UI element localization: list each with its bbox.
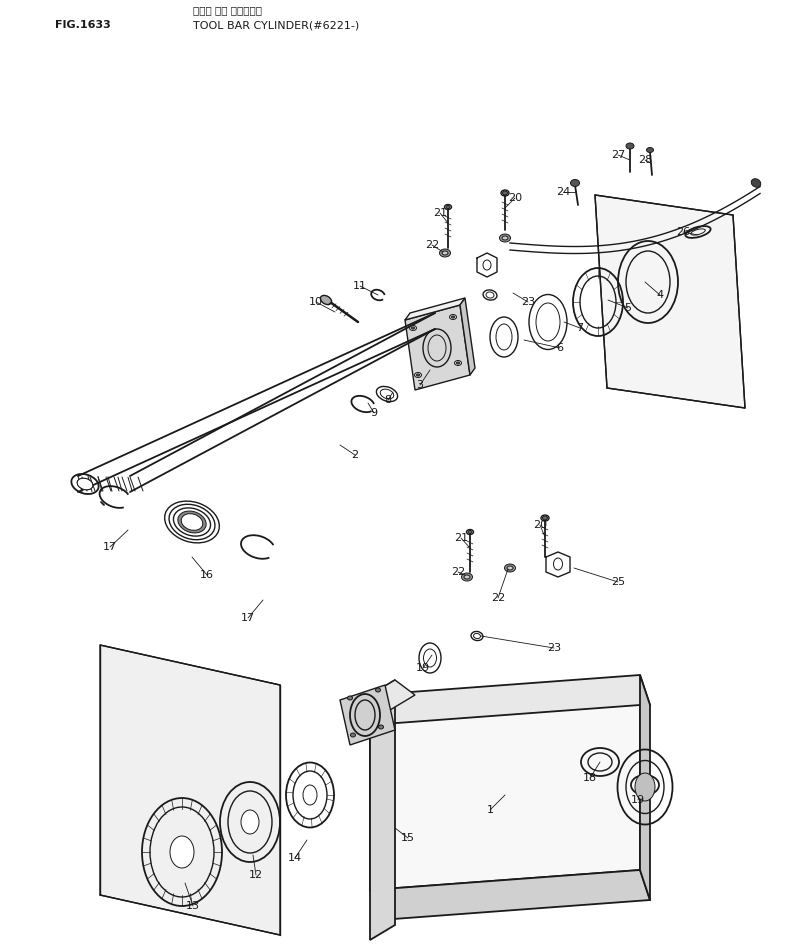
Ellipse shape bbox=[626, 143, 634, 149]
Text: 7: 7 bbox=[576, 323, 584, 333]
Text: 17: 17 bbox=[103, 542, 117, 552]
Ellipse shape bbox=[499, 234, 510, 242]
Text: 21: 21 bbox=[454, 533, 468, 543]
Text: 26: 26 bbox=[676, 227, 690, 237]
Text: 6: 6 bbox=[556, 343, 564, 353]
Text: 8: 8 bbox=[385, 395, 392, 405]
Text: 23: 23 bbox=[521, 297, 535, 307]
Ellipse shape bbox=[347, 696, 352, 700]
Text: 22: 22 bbox=[491, 593, 505, 603]
Ellipse shape bbox=[351, 733, 355, 737]
Text: 25: 25 bbox=[611, 577, 625, 587]
Text: FIG.1633: FIG.1633 bbox=[55, 20, 111, 30]
Ellipse shape bbox=[635, 773, 655, 801]
Text: 18: 18 bbox=[583, 773, 597, 783]
Ellipse shape bbox=[571, 180, 580, 187]
Text: 22: 22 bbox=[451, 567, 465, 577]
Ellipse shape bbox=[412, 327, 414, 329]
Ellipse shape bbox=[303, 785, 317, 805]
Text: 24: 24 bbox=[556, 187, 570, 197]
Ellipse shape bbox=[462, 573, 472, 581]
Text: 16: 16 bbox=[200, 570, 214, 580]
Ellipse shape bbox=[468, 530, 472, 533]
Ellipse shape bbox=[646, 148, 653, 152]
Polygon shape bbox=[595, 195, 745, 408]
Text: 21: 21 bbox=[433, 208, 447, 218]
Ellipse shape bbox=[77, 478, 93, 489]
Ellipse shape bbox=[181, 514, 203, 530]
Text: 14: 14 bbox=[288, 853, 302, 863]
Ellipse shape bbox=[378, 725, 383, 729]
Text: 11: 11 bbox=[353, 281, 367, 291]
Text: 1: 1 bbox=[487, 805, 494, 815]
Ellipse shape bbox=[320, 295, 332, 305]
Polygon shape bbox=[460, 298, 475, 375]
Ellipse shape bbox=[505, 564, 515, 572]
Ellipse shape bbox=[542, 516, 548, 520]
Ellipse shape bbox=[417, 374, 420, 376]
Polygon shape bbox=[370, 870, 650, 920]
Ellipse shape bbox=[178, 511, 206, 533]
Text: 27: 27 bbox=[611, 150, 625, 160]
Ellipse shape bbox=[456, 362, 460, 364]
Polygon shape bbox=[100, 645, 280, 935]
Text: 22: 22 bbox=[425, 240, 439, 250]
Text: 20: 20 bbox=[508, 193, 522, 203]
Polygon shape bbox=[370, 705, 640, 890]
Polygon shape bbox=[370, 680, 395, 940]
Text: 12: 12 bbox=[249, 870, 263, 880]
Polygon shape bbox=[405, 305, 470, 390]
Ellipse shape bbox=[452, 316, 455, 318]
Ellipse shape bbox=[446, 206, 450, 208]
Text: 3: 3 bbox=[417, 380, 424, 390]
Ellipse shape bbox=[442, 251, 448, 255]
Text: 13: 13 bbox=[186, 901, 200, 911]
Polygon shape bbox=[640, 675, 650, 900]
Ellipse shape bbox=[502, 191, 507, 195]
Ellipse shape bbox=[440, 249, 451, 257]
Ellipse shape bbox=[375, 688, 381, 692]
Text: 9: 9 bbox=[370, 408, 378, 418]
Polygon shape bbox=[405, 298, 465, 320]
Ellipse shape bbox=[464, 575, 470, 579]
Polygon shape bbox=[370, 680, 415, 710]
Text: 28: 28 bbox=[638, 155, 652, 165]
Text: 20: 20 bbox=[533, 520, 547, 530]
Text: 19: 19 bbox=[631, 795, 645, 805]
Polygon shape bbox=[340, 685, 395, 745]
Text: 23: 23 bbox=[547, 643, 561, 653]
Ellipse shape bbox=[507, 566, 513, 570]
Ellipse shape bbox=[502, 236, 508, 240]
Ellipse shape bbox=[241, 810, 259, 834]
Text: 19: 19 bbox=[416, 663, 430, 673]
Text: 2: 2 bbox=[351, 450, 359, 460]
Text: 5: 5 bbox=[625, 303, 631, 313]
Text: 10: 10 bbox=[309, 297, 323, 307]
Text: ツール バー シリンダー: ツール バー シリンダー bbox=[193, 5, 262, 15]
Text: 15: 15 bbox=[401, 833, 415, 843]
Text: 4: 4 bbox=[657, 290, 664, 300]
Polygon shape bbox=[370, 675, 650, 725]
Ellipse shape bbox=[751, 179, 761, 188]
Text: 17: 17 bbox=[241, 613, 255, 623]
Ellipse shape bbox=[170, 836, 194, 868]
Text: TOOL BAR CYLINDER(#6221-): TOOL BAR CYLINDER(#6221-) bbox=[193, 20, 359, 30]
